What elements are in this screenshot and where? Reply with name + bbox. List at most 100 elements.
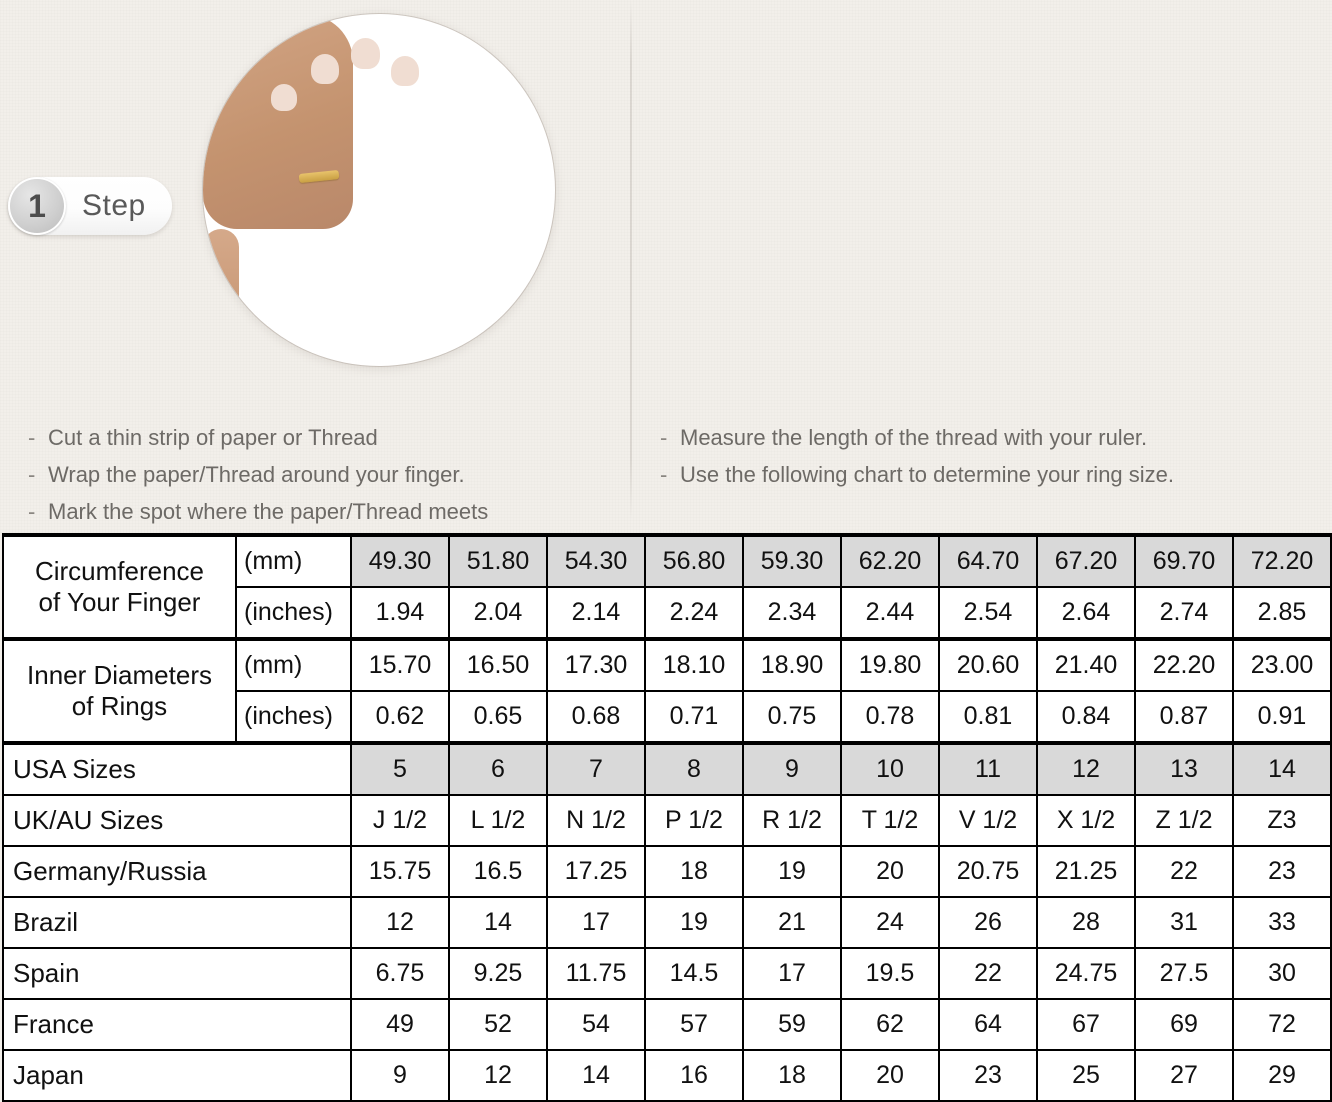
step-1-number: 1 (8, 177, 66, 235)
table-cell: 0.87 (1134, 690, 1234, 744)
table-cell: 6 (448, 741, 548, 796)
nail-shape (351, 38, 380, 69)
table-cell: 27.5 (1134, 947, 1234, 1000)
table-cell: 69.70 (1134, 533, 1234, 588)
row-group-label: Inner Diameters of Rings (2, 637, 237, 744)
table-row: (inches) 0.62 0.65 0.68 0.71 0.75 0.78 0.81 0.84… (3, 690, 1332, 744)
table-cell: 0.62 (350, 690, 450, 744)
table-cell: 2.24 (644, 586, 744, 640)
step-2-instructions: - Measure the length of the thread with y… (660, 423, 1174, 497)
table-cell: 33 (1232, 896, 1332, 949)
table-cell: 2.34 (742, 586, 842, 640)
table-cell: 11 (938, 741, 1038, 796)
instruction-text: Use the following chart to determine you… (680, 462, 1175, 487)
table-cell: 0.78 (840, 690, 940, 744)
row-label: Spain (2, 947, 352, 1000)
table-cell: P 1/2 (644, 794, 744, 847)
table-row: Inner Diameters of Rings (mm) 15.70 16.50 17.… (2, 637, 1332, 744)
table-cell: 2.54 (938, 586, 1038, 640)
step-1-panel: 1 Step - Cut a thin strip of paper or Thr… (0, 0, 631, 533)
table-cell: 17.30 (546, 637, 646, 692)
table-row: Brazil 12 14 17 19 21 24 26 28 31 33 (2, 896, 1332, 949)
table-cell: 16.5 (448, 845, 548, 898)
table-cell: 57 (644, 998, 744, 1051)
table-cell: 25 (1036, 1049, 1136, 1102)
table-cell: 10 (840, 741, 940, 796)
table-cell: 14.5 (644, 947, 744, 1000)
table-cell: 23.00 (1232, 637, 1332, 692)
table-cell: 19 (742, 845, 842, 898)
table-cell: 20.60 (938, 637, 1038, 692)
instruction-item: - Mark the spot where the paper/Thread me… (28, 497, 488, 527)
unit-cell: (mm) (235, 637, 352, 692)
table-cell: 30 (1232, 947, 1332, 1000)
table-cell: 21 (742, 896, 842, 949)
table-cell: 22.20 (1134, 637, 1234, 692)
table-cell: 14 (1232, 741, 1332, 796)
step-1-instructions: - Cut a thin strip of paper or Thread - Wr… (28, 423, 488, 534)
unit-cell: (inches) (235, 586, 352, 640)
table-cell: 0.71 (644, 690, 744, 744)
hand-palm-shape (203, 14, 353, 229)
table-cell: 16 (644, 1049, 744, 1102)
table-cell: L 1/2 (448, 794, 548, 847)
table-cell: V 1/2 (938, 794, 1038, 847)
table-cell: X 1/2 (1036, 794, 1136, 847)
table-cell: 62 (840, 998, 940, 1051)
table-cell: 21.25 (1036, 845, 1136, 898)
table-cell: 17 (546, 896, 646, 949)
hand-with-ring-photo (203, 14, 555, 366)
row-label: France (2, 998, 352, 1051)
row-label: Japan (2, 1049, 352, 1102)
table-cell: 7 (546, 741, 646, 796)
table-cell: 67 (1036, 998, 1136, 1051)
step-1-badge: 1 Step (8, 177, 172, 235)
table-cell: 0.81 (938, 690, 1038, 744)
table-cell: 0.84 (1036, 690, 1136, 744)
table-cell: 8 (644, 741, 744, 796)
table-cell: 11.75 (546, 947, 646, 1000)
table-cell: 9.25 (448, 947, 548, 1000)
table-cell: 22 (938, 947, 1038, 1000)
instruction-text: Cut a thin strip of paper or Thread (48, 425, 378, 450)
table-cell: J 1/2 (350, 794, 450, 847)
instruction-item: - Wrap the paper/Thread around your finge… (28, 460, 488, 490)
table-cell: 12 (1036, 741, 1136, 796)
table-cell: 54 (546, 998, 646, 1051)
table-cell: 51.80 (448, 533, 548, 588)
table-cell: 67.20 (1036, 533, 1136, 588)
table-cell: 2.04 (448, 586, 548, 640)
bullet-dash-icon: - (28, 499, 36, 524)
table-cell: 0.68 (546, 690, 646, 744)
nail-shape (391, 56, 419, 86)
table-row: Japan 9 12 14 16 18 20 23 25 27 29 (2, 1049, 1332, 1102)
table-cell: 13 (1134, 741, 1234, 796)
table-cell: 18 (742, 1049, 842, 1102)
table-cell: 23 (1232, 845, 1332, 898)
table-cell: 29 (1232, 1049, 1332, 1102)
table-cell: 12 (448, 1049, 548, 1102)
table-row: (inches) 1.94 2.04 2.14 2.24 2.34 2.44 2.54 2.64… (3, 586, 1332, 640)
table-cell: 2.85 (1232, 586, 1332, 640)
table-row: USA Sizes 5 6 7 8 9 10 11 12 13 14 (2, 741, 1332, 796)
ring-size-conversion-table: Circumference of Your Finger (mm) 49.30 51.8… (2, 533, 1332, 1102)
table-cell: 14 (546, 1049, 646, 1102)
table-cell: 15.70 (350, 637, 450, 692)
table-row: Germany/Russia 15.75 16.5 17.25 18 19 20 20.75 2… (2, 845, 1332, 898)
table-cell: 1.94 (350, 586, 450, 640)
bullet-dash-icon: - (28, 462, 36, 487)
nail-shape (271, 84, 297, 111)
table-row: UK/AU Sizes J 1/2 L 1/2 N 1/2 P 1/2 R 1/2 T 1/… (2, 794, 1332, 847)
table-cell: 21.40 (1036, 637, 1136, 692)
index-finger-shape (203, 229, 239, 366)
step-2-panel: 1 2 3 MADE IN INDIA 2 Step -Measure the … (631, 0, 1332, 533)
table-cell: 28 (1036, 896, 1136, 949)
panel-divider (630, 0, 632, 520)
table-cell: 22 (1134, 845, 1234, 898)
table-cell: 12 (350, 896, 450, 949)
table-cell: 9 (350, 1049, 450, 1102)
table-cell: 5 (350, 741, 450, 796)
table-cell: 2.44 (840, 586, 940, 640)
table-cell: 19.80 (840, 637, 940, 692)
row-label: UK/AU Sizes (2, 794, 352, 847)
